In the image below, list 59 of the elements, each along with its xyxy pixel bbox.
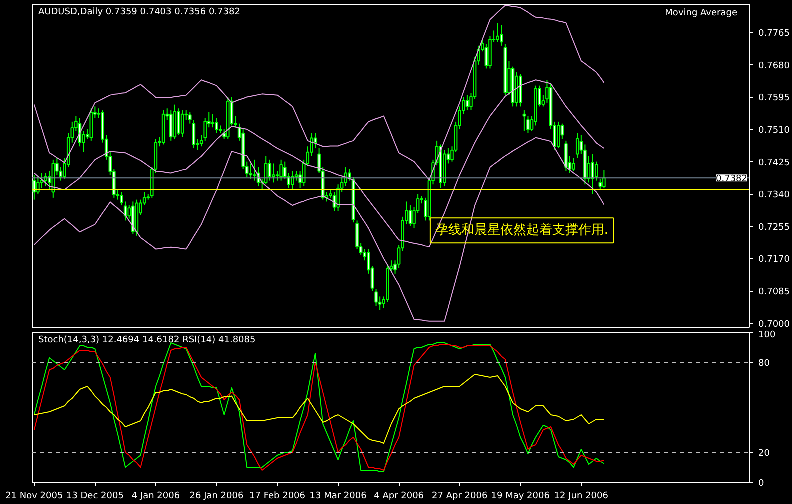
candlestick — [602, 170, 606, 189]
y-tick-label: 20 — [758, 449, 770, 459]
candlestick — [564, 140, 568, 172]
candlestick — [591, 154, 594, 195]
candlestick — [556, 121, 560, 150]
y-tick-label: 0.7765 — [758, 29, 790, 40]
x-tick-label: 17 Feb 2006 — [250, 492, 306, 502]
line-series — [34, 80, 605, 248]
candlestick — [177, 108, 180, 136]
candlestick — [253, 159, 256, 182]
candlestick — [192, 120, 196, 150]
candlestick — [374, 288, 378, 307]
y-tick-label: 0 — [758, 479, 764, 489]
candlestick — [59, 167, 63, 182]
candlestick — [496, 22, 500, 43]
candlestick — [466, 94, 470, 112]
x-tick-label: 13 Mar 2006 — [310, 492, 368, 502]
candlestick — [594, 161, 598, 182]
x-tick-label: 19 May 2006 — [491, 492, 550, 502]
y-tick-label: 80 — [758, 359, 770, 369]
candlestick — [291, 170, 294, 191]
chart-title: Stoch(14,3,3) 12.4694 14.6182 RSI(14) 41.8085 — [38, 336, 256, 346]
line-series — [34, 374, 605, 444]
candlestick — [215, 118, 218, 134]
x-tick-label: 4 Jan 2006 — [132, 492, 180, 502]
candlestick — [280, 159, 283, 182]
candlestick — [598, 178, 602, 191]
candlestick — [211, 114, 215, 128]
y-tick-label: 0.7510 — [758, 126, 790, 136]
x-tick-label: 26 Jan 2006 — [190, 492, 244, 502]
candlestick — [294, 170, 298, 182]
candlestick — [572, 158, 576, 172]
x-tick-label: 27 Apr 2006 — [432, 492, 488, 502]
candlestick — [180, 110, 184, 138]
y-tick-label: 0.7170 — [758, 255, 790, 266]
candlestick — [170, 110, 173, 142]
text: Moving Average — [665, 8, 738, 18]
candlestick — [576, 132, 580, 159]
y-tick-label: 0.7085 — [758, 288, 790, 298]
candlestick — [249, 163, 253, 180]
y-tick-label: 0.7425 — [758, 158, 790, 168]
line-series — [34, 5, 605, 181]
candlestick — [188, 112, 192, 124]
y-tick-label: 0.7255 — [758, 222, 790, 233]
y-tick-label: 100 — [758, 330, 776, 340]
candlestick — [268, 159, 272, 182]
x-tick-label: 21 Nov 2005 — [6, 492, 64, 502]
y-tick-label: 0.7340 — [758, 190, 790, 201]
y-tick-label: 0.7000 — [758, 320, 790, 330]
x-tick-label: 12 Jun 2006 — [554, 492, 609, 502]
candlestick — [272, 163, 276, 184]
y-tick-label: 0.7680 — [758, 61, 790, 72]
chart-title: AUDUSD,Daily 0.7359 0.7403 0.7356 0.7382 — [38, 8, 240, 18]
candlestick — [500, 24, 504, 46]
y-tick-label: 0.7595 — [758, 94, 790, 104]
x-tick-label: 13 Dec 2005 — [66, 492, 124, 502]
candlestick — [36, 176, 40, 195]
candlestick — [408, 205, 412, 227]
x-tick-label: 4 Apr 2006 — [374, 492, 424, 502]
